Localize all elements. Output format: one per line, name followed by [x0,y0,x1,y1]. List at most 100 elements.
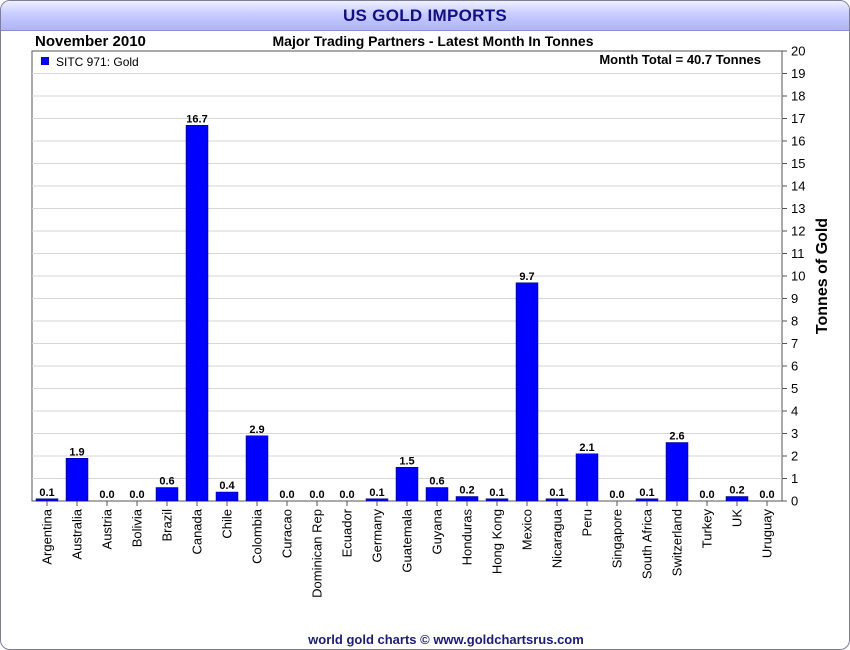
y-tick-label: 7 [791,336,798,351]
y-tick-label: 20 [791,44,805,59]
bar-value-label: 0.1 [549,487,564,499]
y-tick-label: 2 [791,449,798,464]
x-tick-label: Austria [100,508,115,549]
x-tick-label: Honduras [460,509,475,566]
x-axis-labels: Argentina Australia Austria Bolivia Brazil Ca… [40,501,775,598]
bar-value-label: 2.1 [579,442,594,454]
x-tick-label: Colombia [250,508,265,564]
x-tick-label: Brazil [160,509,175,542]
bar [515,282,539,502]
y-tick-label: 4 [791,404,798,419]
bar [185,125,209,502]
bar-value-label: 0.1 [639,487,654,499]
bar-value-label: 16.7 [186,113,207,125]
x-tick-label: Mexico [520,509,535,550]
y-tick-label: 15 [791,156,805,171]
x-tick-label: Australia [70,508,85,559]
bar-value-label: 0.4 [219,480,235,492]
y-tick-label: 5 [791,381,798,396]
y-tick-label: 9 [791,291,798,306]
bar-value-label: 0.1 [489,487,504,499]
y-tick-label: 10 [791,269,805,284]
bar-value-label: 2.9 [249,424,264,436]
x-tick-label: Uruguay [760,509,775,559]
x-tick-label: Curacao [280,509,295,558]
x-tick-label: Singapore [610,509,625,568]
legend-swatch [41,57,49,65]
bar-value-label: 0.6 [159,476,174,488]
bar-value-label: 0.0 [129,489,144,501]
y-tick-label: 11 [791,246,805,261]
bar [155,487,179,502]
bar-value-label: 1.5 [399,455,414,467]
x-tick-label: Germany [370,509,385,563]
bar-value-label: 2.6 [669,431,684,443]
bar [545,498,569,502]
bar-value-label: 0.1 [39,487,54,499]
bar-value-label: 0.6 [429,476,444,488]
gridlines [32,73,782,479]
x-tick-label: Guatemala [400,508,415,572]
bar [455,496,479,502]
bar [575,453,599,502]
bar-value-label: 0.0 [699,489,714,501]
bar [365,498,389,502]
month-total-annotation: Month Total = 40.7 Tonnes [599,52,761,67]
x-tick-label: Argentina [40,508,55,564]
bar [245,435,269,502]
y-tick-label: 3 [791,426,798,441]
x-tick-label: Guyana [430,508,445,554]
legend-label: SITC 971: Gold [56,55,139,69]
x-tick-label: Ecuador [340,508,355,557]
bar [635,498,659,502]
y-tick-label: 0 [791,494,798,509]
bar [725,496,749,502]
bar-value-label: 0.0 [339,489,354,501]
y-tick-label: 17 [791,111,805,126]
y-axis-title: Tonnes of Gold [814,218,831,334]
x-tick-label: Dominican Rep [310,509,325,598]
y-tick-label: 1 [791,471,798,486]
y-tick-label: 14 [791,179,805,194]
bar-value-label: 0.0 [309,489,324,501]
x-tick-label: UK [730,509,745,527]
title-bar: US GOLD IMPORTS [1,1,849,31]
x-tick-label: Hong Kong [490,509,505,574]
bar [395,467,419,502]
x-tick-label: Chile [220,509,235,539]
x-tick-label: Turkey [700,509,715,549]
bar [485,498,509,502]
bars [35,125,749,502]
y-tick-label: 13 [791,201,805,216]
bar-value-label: 1.9 [69,446,84,458]
bar-value-label: 0.1 [369,487,384,499]
x-tick-label: Peru [580,509,595,536]
x-tick-label: South Africa [640,508,655,579]
x-tick-label: Canada [190,508,205,554]
bar [35,498,59,502]
chart-subtitle: Major Trading Partners - Latest Month In… [273,33,594,49]
x-tick-label: Switzerland [670,509,685,576]
bar-value-label: 0.2 [459,485,474,497]
y-tick-label: 19 [791,66,805,81]
bar [425,487,449,502]
period-label: November 2010 [35,33,146,50]
bar [65,458,89,502]
bar [665,442,689,502]
y-tick-label: 16 [791,134,805,149]
bar-value-label: 9.7 [519,271,534,283]
bar-value-label: 0.0 [609,489,624,501]
bar-value-label: 0.2 [729,485,744,497]
bar-value-label: 0.0 [759,489,774,501]
bar-value-label: 0.0 [99,489,114,501]
bar-value-label: 0.0 [279,489,294,501]
footer-credit: world gold charts © www.goldchartsrus.co… [307,632,584,647]
y-tick-label: 18 [791,89,805,104]
chart-main-title: US GOLD IMPORTS [342,6,508,25]
y-tick-label: 6 [791,359,798,374]
data-labels: 0.1 1.9 0.0 0.0 0.6 16.7 0.4 2.9 0.0 0.0 0.0 0.1 1.5… [39,113,774,501]
x-tick-label: Nicaragua [550,508,565,568]
